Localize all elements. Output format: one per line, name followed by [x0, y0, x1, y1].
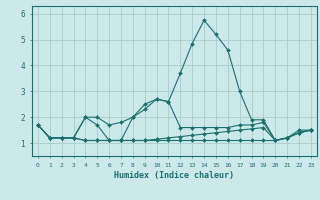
X-axis label: Humidex (Indice chaleur): Humidex (Indice chaleur): [115, 171, 234, 180]
